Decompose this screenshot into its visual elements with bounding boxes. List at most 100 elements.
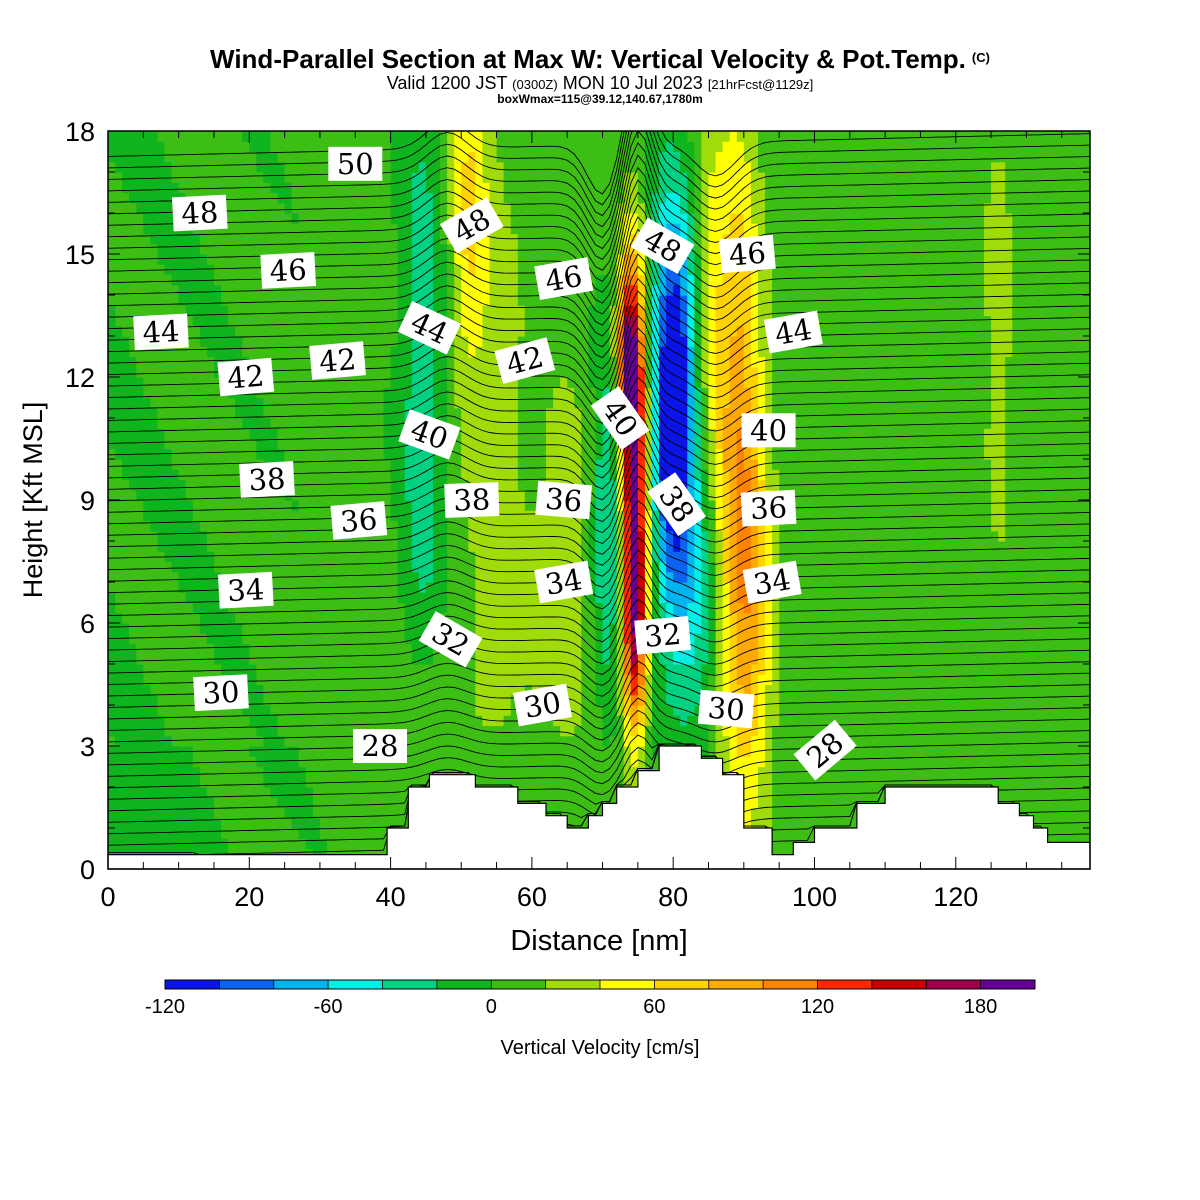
w-cell: [108, 735, 116, 747]
w-cell: [468, 172, 476, 183]
w-cell: [221, 315, 229, 327]
w-cell: [319, 243, 328, 255]
w-cell: [192, 336, 201, 347]
w-cell: [277, 643, 286, 655]
w-cell: [468, 305, 476, 317]
w-cell: [475, 612, 484, 624]
w-cell: [192, 520, 201, 532]
w-cell: [546, 377, 554, 388]
w-cell: [319, 612, 328, 624]
w-cell: [206, 284, 215, 296]
w-cell: [108, 315, 116, 327]
w-cell: [192, 530, 201, 542]
w-cell: [206, 161, 215, 173]
w-cell: [284, 541, 293, 552]
w-cell: [348, 459, 356, 470]
w-cell: [588, 172, 597, 183]
w-cell: [390, 541, 399, 552]
w-cell: [136, 797, 144, 809]
w-cell: [595, 612, 604, 624]
w-cell: [305, 448, 314, 460]
w-cell: [171, 510, 180, 522]
w-cell: [185, 233, 194, 245]
w-cell: [235, 397, 243, 409]
w-cell: [192, 131, 201, 142]
w-cell: [305, 131, 314, 142]
w-cell: [503, 407, 512, 419]
w-cell: [369, 571, 378, 583]
w-cell: [574, 305, 582, 317]
w-cell: [108, 623, 116, 634]
w-cell: [214, 459, 222, 470]
w-cell: [242, 161, 250, 173]
w-cell: [355, 325, 363, 337]
w-cell: [192, 387, 201, 399]
w-cell: [221, 407, 229, 419]
w-cell: [319, 694, 328, 706]
w-cell: [418, 192, 427, 204]
w-cell: [369, 838, 378, 850]
w-cell: [228, 776, 236, 788]
w-cell: [305, 828, 314, 839]
w-cell: [433, 715, 441, 727]
w-cell: [256, 602, 265, 614]
w-cell: [404, 397, 413, 409]
w-cell: [390, 551, 399, 563]
w-cell: [115, 715, 123, 727]
w-cell: [277, 315, 286, 327]
w-cell: [489, 315, 498, 327]
w-cell: [221, 807, 229, 819]
w-cell: [538, 510, 547, 522]
w-cell: [489, 653, 498, 665]
w-cell: [327, 735, 335, 747]
w-cell: [560, 407, 568, 419]
w-cell: [122, 756, 130, 768]
w-cell: [454, 725, 462, 737]
w-cell: [447, 284, 455, 296]
w-cell: [546, 397, 554, 409]
w-cell: [454, 684, 462, 696]
w-cell: [171, 756, 180, 768]
w-cell: [305, 459, 314, 470]
w-cell: [468, 766, 476, 778]
w-cell: [574, 787, 582, 798]
w-cell: [136, 377, 144, 388]
w-cell: [157, 602, 166, 614]
w-cell: [136, 725, 144, 737]
w-cell: [136, 746, 144, 757]
w-cell: [468, 448, 476, 460]
w-cell: [496, 602, 505, 614]
w-cell: [305, 397, 314, 409]
w-cell: [482, 438, 491, 450]
w-cell: [115, 274, 123, 286]
w-cell: [503, 264, 512, 276]
w-cell: [397, 500, 406, 511]
w-cell: [334, 182, 342, 194]
w-cell: [171, 274, 180, 286]
w-cell: [199, 428, 208, 440]
w-cell: [531, 172, 540, 183]
w-cell: [475, 305, 484, 317]
w-cell: [553, 377, 561, 388]
w-cell: [369, 407, 378, 419]
w-cell: [136, 633, 144, 645]
w-cell: [574, 161, 582, 173]
w-cell: [362, 387, 370, 399]
w-cell: [157, 254, 166, 265]
w-cell: [242, 715, 250, 727]
w-cell: [404, 295, 413, 306]
w-cell: [164, 469, 173, 481]
w-cell: [425, 233, 434, 245]
w-cell: [284, 797, 293, 809]
w-cell: [553, 438, 561, 450]
w-cell: [567, 131, 575, 142]
w-cell: [524, 633, 533, 645]
w-cell: [461, 705, 469, 716]
w-cell: [454, 202, 462, 214]
w-cell: [482, 305, 491, 317]
w-cell: [277, 295, 286, 306]
w-cell: [164, 694, 173, 706]
w-cell: [560, 356, 568, 368]
w-cell: [390, 202, 399, 214]
w-cell: [256, 305, 265, 317]
